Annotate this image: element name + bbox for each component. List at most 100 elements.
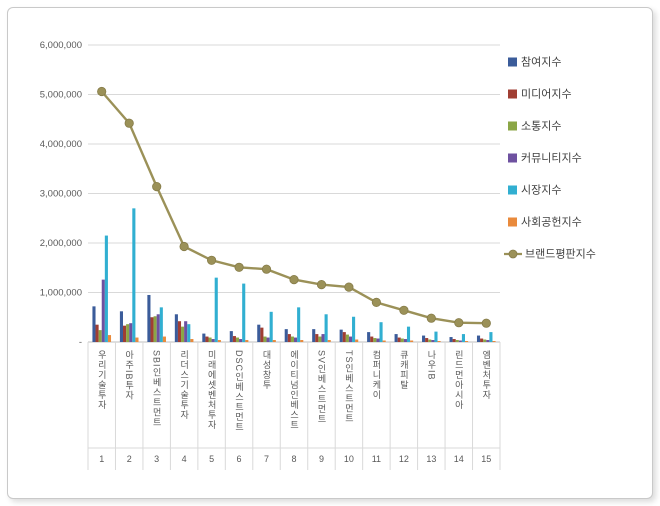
bar-시장지수 — [434, 331, 438, 342]
category-number: 15 — [481, 454, 491, 464]
bar-참여지수 — [229, 331, 233, 342]
bar-시장지수 — [406, 326, 411, 342]
bar-커뮤니티지수 — [129, 323, 133, 342]
bar-시장지수 — [159, 307, 163, 342]
bar-커뮤니티지수 — [403, 339, 407, 342]
legend-label: 시장지수 — [521, 184, 561, 197]
bar-커뮤니티지수 — [239, 339, 243, 342]
legend-label: 미디어지수 — [521, 88, 572, 101]
bar-사회공헌지수 — [410, 340, 414, 342]
brand-index-marker — [152, 182, 162, 192]
brand-index-marker — [481, 318, 491, 328]
bar-사회공헌지수 — [107, 335, 112, 342]
bar-사회공헌지수 — [355, 339, 359, 342]
bar-시장지수 — [132, 208, 136, 342]
bar-미디어지수 — [123, 325, 127, 342]
bar-사회공헌지수 — [245, 340, 249, 342]
bar-소통지수 — [400, 338, 404, 342]
chart-frame: - 1,000,000 2,000,000 3,000,000 4,000,000 5,0… — [7, 7, 653, 499]
category-label: DSC인베스트먼트 — [234, 350, 244, 432]
bar-커뮤니티지수 — [156, 314, 160, 342]
bar-소통지수 — [263, 336, 267, 342]
bar-시장지수 — [187, 324, 191, 342]
bar-커뮤니티지수 — [101, 279, 105, 342]
bar-커뮤니티지수 — [431, 340, 435, 342]
legend-item: 시장지수 — [508, 184, 561, 197]
y-axis-label: - — [79, 337, 82, 348]
legend-label: 소통지수 — [521, 120, 561, 133]
brand-index-line — [100, 90, 487, 325]
category-label: 미래에셋벤처투자 — [207, 350, 217, 430]
category-number: 12 — [399, 454, 409, 464]
category-number: 3 — [154, 454, 159, 464]
bar-사회공헌지수 — [217, 340, 221, 342]
bar-소통지수 — [126, 324, 130, 342]
legend-item: 커뮤니티지수 — [508, 152, 582, 165]
category-label: SBI인베스트먼트 — [152, 350, 162, 428]
bar-커뮤니티지수 — [184, 321, 188, 342]
y-axis-label: 4,000,000 — [40, 139, 82, 150]
category-label: 에이티넘인베스트 — [289, 350, 299, 430]
brand-index-marker — [234, 262, 244, 272]
bar-사회공헌지수 — [492, 341, 496, 342]
bar-소통지수 — [428, 339, 432, 342]
bar-시장지수 — [379, 322, 383, 342]
bar-시장지수 — [104, 235, 108, 342]
bar-시장지수 — [242, 283, 246, 342]
category-label: 엠벤처투자 — [481, 349, 491, 400]
legend-item: 사회공헌지수 — [508, 216, 582, 229]
category-label: SV인베스트먼트 — [316, 350, 326, 424]
bar-미디어지수 — [177, 321, 182, 342]
bar-커뮤니티지수 — [486, 340, 490, 342]
bar-참여지수 — [92, 306, 96, 342]
brand-index-marker — [344, 282, 354, 292]
brand-index-marker — [371, 297, 381, 307]
bar-소통지수 — [153, 316, 157, 342]
category-number: 4 — [182, 454, 187, 464]
category-number: 1 — [99, 454, 104, 464]
bar-소통지수 — [181, 326, 185, 342]
bar-참여지수 — [119, 311, 123, 342]
legend-item: 미디어지수 — [508, 88, 572, 101]
category-label: 리더스기술투자 — [179, 350, 189, 420]
bar-시장지수 — [324, 314, 328, 342]
bar-미디어지수 — [260, 327, 264, 342]
bar-참여지수 — [257, 324, 261, 342]
brand-index-marker — [207, 255, 217, 265]
legend-label: 사회공헌지수 — [521, 216, 582, 229]
bar-커뮤니티지수 — [321, 334, 325, 342]
y-axis-label: 5,000,000 — [40, 90, 82, 101]
legend-label: 참여지수 — [521, 56, 561, 69]
bar-사회공헌지수 — [327, 340, 331, 342]
category-number: 11 — [372, 454, 381, 464]
bar-커뮤니티지수 — [376, 338, 380, 342]
category-label: 큐캐피탈 — [399, 350, 409, 390]
category-label: 린드먼아시아 — [454, 350, 464, 410]
category-number: 10 — [344, 454, 354, 464]
legend-item: 브랜드평판지수 — [504, 248, 596, 261]
legend-swatch — [508, 217, 517, 227]
legend-swatch — [508, 57, 517, 67]
brand-index-marker — [124, 118, 134, 128]
brand-index-marker — [399, 305, 409, 315]
bar-사회공헌지수 — [162, 336, 166, 342]
category-label: 아주IB투자 — [124, 350, 134, 401]
brand-reputation-chart: - 1,000,000 2,000,000 3,000,000 4,000,000 5,0… — [40, 40, 596, 470]
legend-swatch — [508, 153, 517, 163]
bar-사회공헌지수 — [382, 340, 386, 342]
bar-참여지수 — [202, 333, 206, 342]
bar-소통지수 — [345, 334, 349, 342]
y-axis-label: 1,000,000 — [40, 288, 82, 299]
bar-사회공헌지수 — [300, 340, 304, 342]
category-number: 14 — [454, 454, 464, 464]
bar-시장지수 — [489, 332, 493, 342]
bar-미디어지수 — [205, 336, 209, 342]
category-label: 나우IB — [426, 350, 436, 381]
bar-시장지수 — [461, 334, 465, 342]
brand-index-marker — [289, 274, 299, 285]
bar-참여지수 — [394, 334, 398, 342]
legend-item: 참여지수 — [508, 56, 561, 69]
bar-미디어지수 — [452, 339, 456, 342]
bar-커뮤니티지수 — [458, 340, 462, 342]
legend-item: 소통지수 — [508, 120, 561, 133]
